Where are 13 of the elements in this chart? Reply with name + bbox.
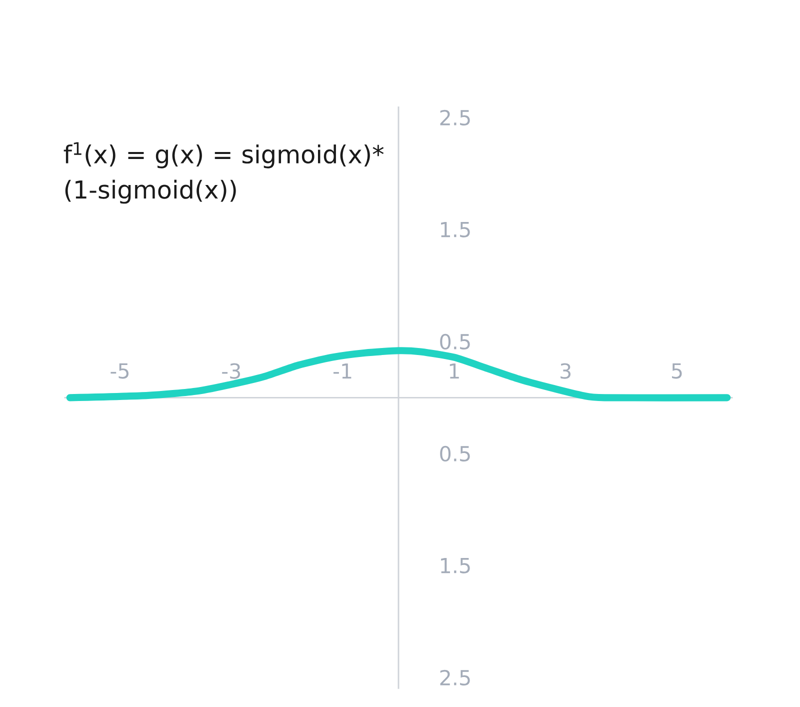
y-tick-label: 1.5 bbox=[441, 222, 470, 238]
x-tick-label: -5 bbox=[110, 363, 128, 379]
x-tick-label: 3 bbox=[560, 363, 571, 379]
x-tick-label: 1 bbox=[450, 363, 459, 379]
y-tick-label: 2.5 bbox=[440, 670, 470, 686]
x-tick-label: -1 bbox=[334, 363, 352, 379]
y-tick-label: 1.5 bbox=[441, 558, 470, 574]
y-tick-label: 0.5 bbox=[440, 446, 470, 462]
y-tick-label: 0.5 bbox=[440, 334, 470, 350]
x-tick-label: 5 bbox=[672, 363, 682, 379]
y-tick-label: 2.5 bbox=[440, 110, 470, 126]
annotation: f$^{1}$(x) = g(x) = sigmoid(x)* (1-sigmoid(x)) bbox=[64, 142, 384, 204]
x-tick-label: -3 bbox=[222, 363, 240, 379]
